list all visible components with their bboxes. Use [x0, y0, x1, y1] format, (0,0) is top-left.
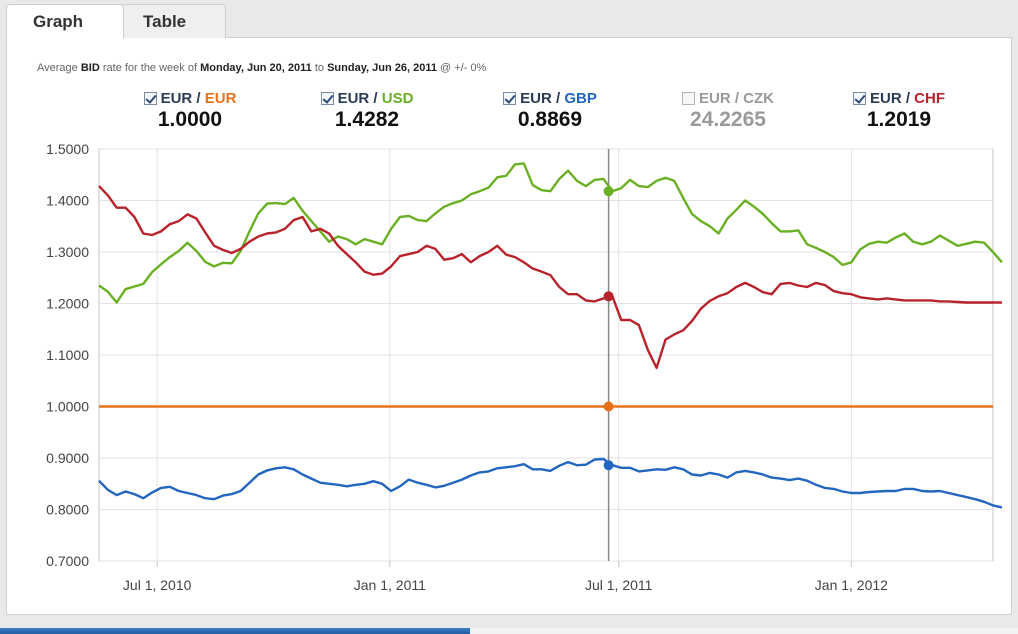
cursor-point-eur-usd — [603, 186, 614, 197]
series-checkbox[interactable] — [320, 92, 334, 105]
legend-base: EUR — [337, 90, 370, 107]
legend-quote: EUR — [204, 90, 237, 107]
desc-bid: BID — [80, 62, 100, 74]
legend-item-usd[interactable]: EUR / USD 1.4282 — [292, 90, 442, 132]
rate-description: Average BID rate for the week of Monday,… — [37, 62, 486, 74]
series-line-eur-gbp — [98, 457, 1003, 509]
cursor-point-eur-eur — [603, 401, 614, 412]
exchange-rate-chart[interactable]: 1.5000 1.4000 1.3000 1.2000 1.1000 1.0000 0.90… — [7, 38, 1011, 614]
series-checkbox[interactable] — [681, 92, 695, 105]
legend-base: EUR — [869, 90, 902, 107]
legend-value: 1.4282 — [334, 108, 400, 131]
legend-base: EUR — [160, 90, 193, 107]
y-tick-label: 0.8000 — [46, 502, 89, 518]
cursor-point-eur-gbp — [603, 460, 614, 471]
tab-table[interactable]: Table — [118, 4, 226, 38]
footer-bar — [0, 628, 470, 634]
x-tick-label: Jul 1, 2011 — [585, 577, 653, 593]
legend-value: 24.2265 — [690, 108, 766, 131]
legend-slash: / — [730, 90, 744, 107]
desc-suffix: @ +/- 0% — [440, 62, 487, 74]
x-tick-label: Jan 1, 2011 — [354, 577, 426, 593]
series-checkbox[interactable] — [852, 92, 866, 105]
legend-slash: / — [551, 90, 565, 107]
legend-label: EUR / CZK — [653, 90, 803, 107]
legend-label: EUR / USD — [292, 90, 442, 107]
legend-quote: GBP — [564, 90, 597, 107]
desc-prefix: Average — [37, 62, 78, 74]
tab-graph[interactable]: Graph — [6, 4, 124, 38]
desc-mid: rate for the week of — [102, 62, 198, 74]
series-checkbox[interactable] — [503, 92, 517, 105]
desc-to: to — [314, 62, 325, 74]
y-tick-label: 1.5000 — [46, 141, 89, 157]
legend-slash: / — [369, 90, 382, 107]
footer-strip — [470, 628, 1018, 634]
series-line-eur-usd — [98, 162, 1003, 304]
x-tick-label: Jan 1, 2012 — [815, 577, 888, 593]
legend-item-czk[interactable]: EUR / CZK 24.2265 — [653, 90, 803, 132]
desc-start-date: Monday, Jun 20, 2011 — [200, 62, 312, 74]
cursor-point-eur-chf — [603, 291, 614, 302]
legend-base: EUR — [698, 90, 731, 107]
legend-item-chf[interactable]: EUR / CHF 1.2019 — [824, 90, 974, 132]
y-tick-label: 1.3000 — [46, 244, 89, 260]
desc-end-date: Sunday, Jun 26, 2011 — [327, 62, 437, 74]
legend-label: EUR / CHF — [824, 90, 974, 107]
legend-value: 0.8869 — [517, 108, 583, 131]
legend-quote: CZK — [743, 90, 774, 107]
y-tick-label: 0.7000 — [46, 553, 89, 569]
y-tick-label: 1.4000 — [46, 193, 89, 209]
y-tick-label: 1.2000 — [46, 296, 89, 312]
y-tick-label: 0.9000 — [46, 450, 89, 466]
tab-bar: Graph Table — [0, 0, 1018, 38]
legend-value: 1.2019 — [866, 108, 932, 131]
legend-quote: CHF — [914, 90, 945, 107]
legend-slash: / — [192, 90, 205, 107]
legend-item-eur[interactable]: EUR / EUR 1.0000 — [115, 90, 265, 132]
legend-quote: USD — [381, 90, 414, 107]
series-checkbox[interactable] — [143, 92, 157, 105]
legend-item-gbp[interactable]: EUR / GBP 0.8869 — [475, 90, 625, 132]
y-tick-label: 1.0000 — [46, 399, 89, 415]
graph-panel: Average BID rate for the week of Monday,… — [6, 37, 1012, 615]
legend-value: 1.0000 — [157, 108, 223, 131]
y-tick-label: 1.1000 — [46, 347, 89, 363]
legend-slash: / — [901, 90, 915, 107]
legend-label: EUR / GBP — [475, 90, 625, 107]
series-line-eur-chf — [98, 185, 1002, 370]
legend-base: EUR — [520, 90, 552, 107]
legend-label: EUR / EUR — [115, 90, 265, 107]
x-tick-label: Jul 1, 2010 — [123, 577, 192, 593]
